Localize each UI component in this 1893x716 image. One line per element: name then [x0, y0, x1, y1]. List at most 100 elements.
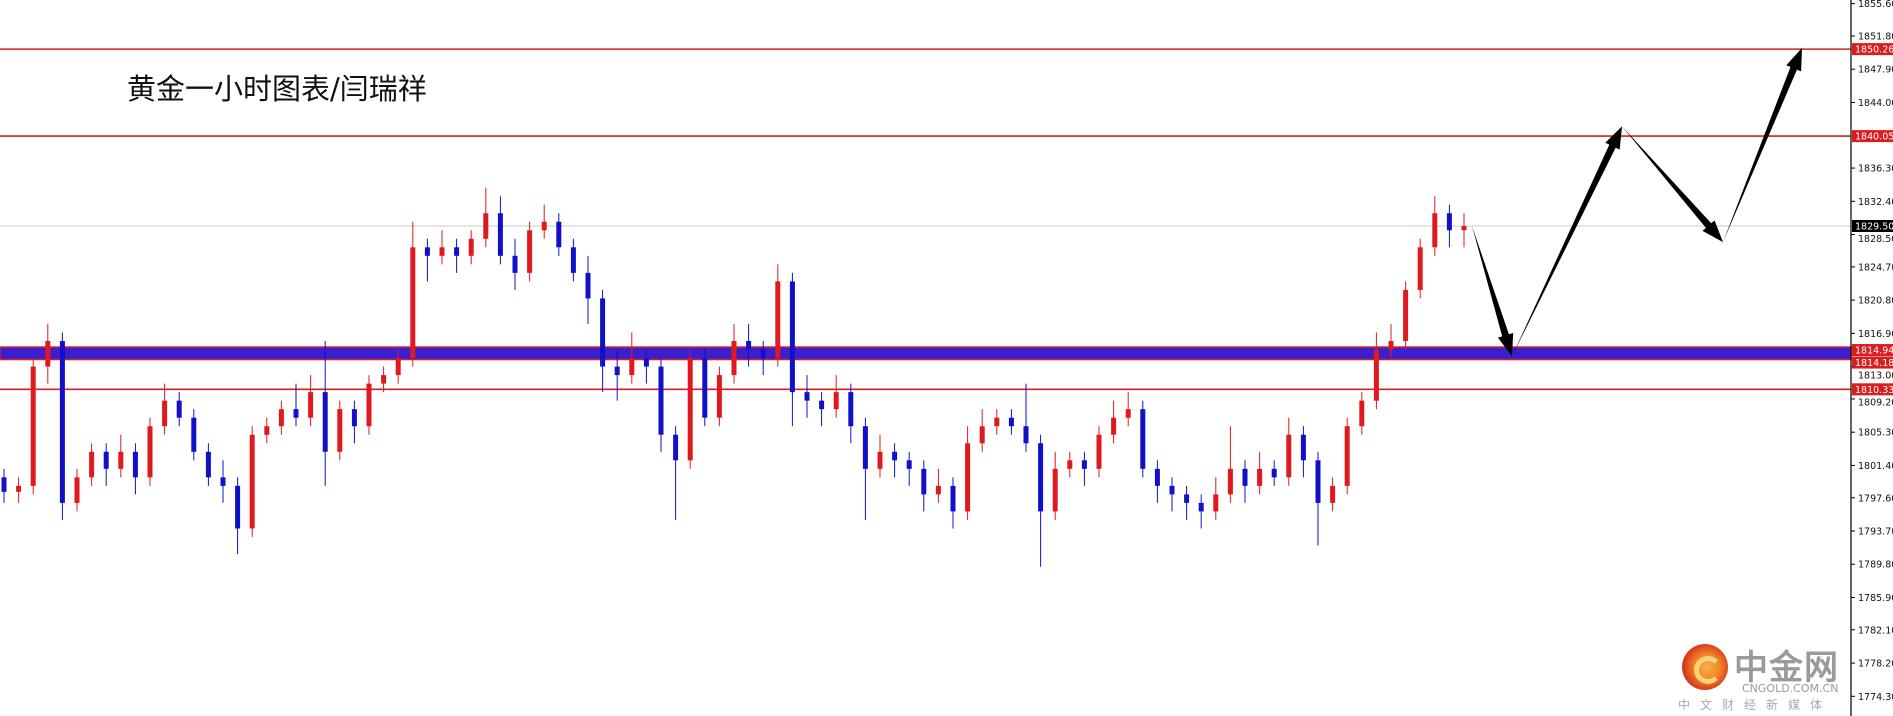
candle [877, 434, 883, 478]
candle [570, 238, 576, 282]
candle-body [541, 221, 547, 231]
candle [1388, 323, 1394, 359]
candle [935, 468, 941, 503]
tick-label: 1805.30 [1858, 428, 1893, 439]
tick-label: 1847.90 [1858, 65, 1893, 76]
candle [16, 477, 22, 503]
candle [1403, 281, 1409, 350]
candle [585, 255, 591, 324]
candle [74, 468, 80, 512]
candle [760, 341, 766, 376]
level-price-label-bg [1852, 356, 1893, 369]
candle-body [118, 451, 124, 469]
candle-body [1008, 417, 1014, 427]
candle [395, 349, 401, 384]
candle-body [979, 426, 985, 444]
candle [1242, 460, 1248, 503]
candle-body [103, 451, 109, 469]
candle [293, 383, 299, 427]
candle [994, 409, 1000, 435]
candle [833, 375, 839, 418]
candle [176, 392, 182, 427]
candle [614, 349, 620, 401]
level-price-label-bg [1852, 344, 1893, 357]
candle-body [819, 400, 825, 410]
candle [731, 323, 737, 384]
candle [191, 409, 197, 461]
candle-body [600, 298, 606, 367]
candle-body [337, 409, 343, 452]
candle [512, 238, 518, 290]
candle-body [994, 417, 1000, 427]
candle [804, 375, 810, 418]
logo-tagline: 中文财经新媒体 [1678, 698, 1833, 712]
candle-body [906, 460, 912, 469]
candle-body [191, 417, 197, 452]
candle [979, 409, 985, 452]
candle-body [454, 247, 460, 256]
candle [541, 204, 547, 239]
candle [702, 349, 708, 427]
candle-body [1, 477, 7, 492]
candle [1, 468, 7, 503]
forecast-arrow [1512, 126, 1622, 357]
candle [716, 366, 722, 427]
candle-body [585, 272, 591, 299]
candle [965, 426, 971, 520]
candle [1023, 383, 1029, 452]
candle [1169, 477, 1175, 512]
candle [118, 434, 124, 478]
candle [527, 221, 533, 282]
candle-body [658, 366, 664, 435]
candle [1446, 204, 1452, 248]
candle-body [1067, 460, 1073, 469]
candle-body [308, 392, 314, 418]
candle-body [1359, 400, 1365, 427]
tick-label: 1844.00 [1858, 98, 1893, 109]
forecast-arrows [1472, 47, 1802, 357]
level-price-label: 1814.18 [1855, 358, 1893, 369]
forecast-arrow [1622, 126, 1723, 243]
candle [1096, 426, 1102, 478]
candle [249, 426, 255, 537]
candle [643, 349, 649, 384]
candle [89, 443, 95, 486]
candle [454, 238, 460, 273]
candle-body [1417, 247, 1423, 290]
candle-body [1315, 460, 1321, 503]
candle-body [1198, 502, 1204, 512]
logo-name: 中金网 [1734, 648, 1839, 688]
candle [1344, 417, 1350, 495]
forecast-arrow [1723, 47, 1802, 243]
candle-body [278, 409, 284, 427]
level-price-label: 1810.33 [1855, 385, 1893, 396]
candle [1008, 409, 1014, 435]
candle-body [322, 392, 328, 452]
candle [673, 426, 679, 520]
candle-body [176, 400, 182, 418]
tick-label: 1789.80 [1858, 560, 1893, 571]
candles [1, 187, 1467, 567]
candle-body [424, 247, 430, 256]
candle-body [264, 426, 270, 435]
candle-body [746, 341, 752, 350]
candle [1140, 400, 1146, 478]
candle-body [848, 392, 854, 427]
candle-body [833, 392, 839, 410]
candle [410, 221, 416, 367]
candle [1227, 426, 1233, 503]
candle [103, 443, 109, 486]
candle-body [775, 281, 781, 359]
forecast-arrow [1472, 225, 1514, 357]
candle [132, 443, 138, 495]
candle-body [789, 281, 795, 393]
candle-body [74, 477, 80, 503]
candle-body [760, 349, 766, 359]
candle-body [1038, 443, 1044, 512]
candle [1315, 451, 1321, 546]
candle-body [950, 485, 956, 512]
candle [45, 323, 51, 384]
candle-body [220, 477, 226, 486]
candle [1067, 451, 1073, 478]
candle-body [147, 426, 153, 478]
